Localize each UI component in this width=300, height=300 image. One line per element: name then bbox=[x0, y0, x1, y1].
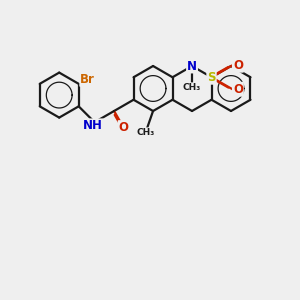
Text: CH₃: CH₃ bbox=[183, 83, 201, 92]
Text: O: O bbox=[233, 83, 243, 96]
Text: Br: Br bbox=[80, 73, 95, 86]
Text: O: O bbox=[118, 121, 129, 134]
Text: S: S bbox=[207, 71, 216, 84]
Text: O: O bbox=[233, 59, 243, 72]
Text: N: N bbox=[187, 59, 197, 73]
Text: CH₃: CH₃ bbox=[136, 128, 155, 137]
Text: NH: NH bbox=[83, 119, 103, 132]
